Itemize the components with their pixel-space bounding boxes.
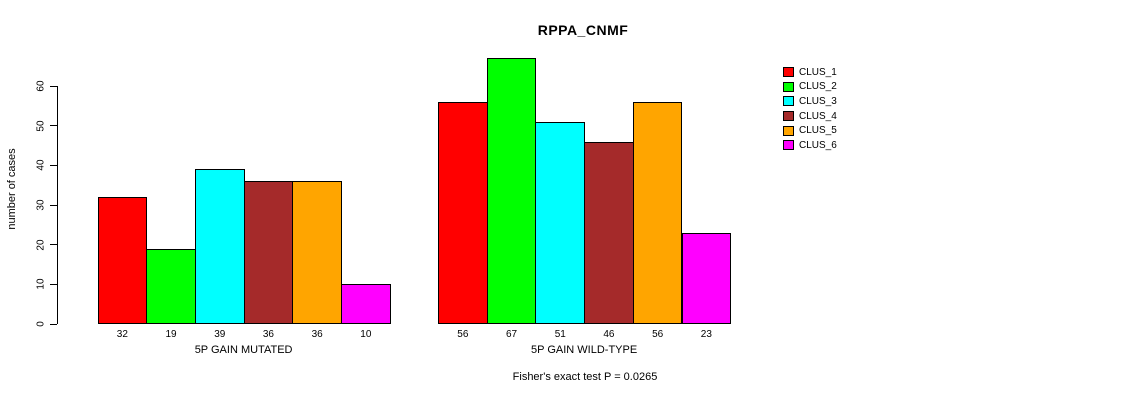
bar-clus_5-group1 bbox=[292, 181, 342, 324]
bar-value-label: 46 bbox=[603, 329, 615, 340]
legend-item-clus_5: CLUS_5 bbox=[783, 123, 837, 138]
legend-swatch-icon bbox=[783, 125, 794, 136]
y-axis-line bbox=[57, 86, 58, 324]
legend-swatch-icon bbox=[783, 81, 794, 92]
y-tick-label: 60 bbox=[35, 80, 47, 92]
bar-value-label: 36 bbox=[311, 329, 323, 340]
y-tick bbox=[50, 164, 57, 166]
bar-value-label: 19 bbox=[165, 329, 177, 340]
legend-item-clus_3: CLUS_3 bbox=[783, 94, 837, 109]
legend-label: CLUS_1 bbox=[799, 66, 837, 78]
y-tick bbox=[50, 244, 57, 246]
fisher-test-annotation: Fisher's exact test P = 0.0265 bbox=[512, 371, 658, 383]
bar-value-label: 56 bbox=[652, 329, 664, 340]
bar-clus_2-group1 bbox=[146, 248, 196, 324]
legend-item-clus_4: CLUS_4 bbox=[783, 109, 837, 124]
y-tick-label: 40 bbox=[35, 159, 47, 171]
bar-clus_2-group2 bbox=[486, 58, 537, 324]
legend-label: CLUS_2 bbox=[799, 81, 837, 93]
legend-swatch-icon bbox=[783, 67, 794, 78]
y-tick-label: 20 bbox=[35, 239, 47, 251]
bar-clus_6-group2 bbox=[681, 232, 732, 324]
y-axis-title: number of cases bbox=[6, 148, 18, 230]
y-tick-label: 10 bbox=[35, 278, 47, 290]
legend-swatch-icon bbox=[783, 111, 794, 122]
bar-clus_3-group2 bbox=[535, 121, 586, 324]
legend-label: CLUS_3 bbox=[799, 95, 837, 107]
y-tick bbox=[50, 85, 57, 87]
bar-clus_4-group1 bbox=[243, 181, 294, 324]
bar-clus_4-group2 bbox=[584, 141, 634, 324]
y-tick bbox=[50, 283, 57, 285]
bar-clus_1-group2 bbox=[438, 101, 488, 324]
legend-item-clus_2: CLUS_2 bbox=[783, 80, 837, 95]
bar-value-label: 39 bbox=[214, 329, 226, 340]
y-tick-label: 0 bbox=[35, 321, 47, 327]
bar-clus_5-group2 bbox=[632, 101, 683, 324]
legend: CLUS_1 CLUS_2 CLUS_3 CLUS_4 CLUS_5 CLUS_6 bbox=[783, 65, 837, 153]
legend-label: CLUS_5 bbox=[799, 125, 837, 137]
y-tick-label: 50 bbox=[35, 120, 47, 132]
bar-value-label: 67 bbox=[505, 329, 518, 340]
y-tick bbox=[50, 323, 57, 325]
bar-clus_3-group1 bbox=[194, 169, 245, 324]
bar-value-label: 56 bbox=[457, 329, 469, 340]
x-category-label: 5P GAIN MUTATED bbox=[194, 344, 293, 356]
y-tick bbox=[50, 204, 57, 206]
bar-value-label: 51 bbox=[554, 329, 566, 340]
bar-clus_1-group1 bbox=[97, 197, 148, 324]
bar-value-label: 23 bbox=[700, 329, 712, 340]
bar-value-label: 36 bbox=[262, 329, 274, 340]
legend-label: CLUS_6 bbox=[799, 139, 837, 151]
legend-swatch-icon bbox=[783, 96, 794, 107]
legend-item-clus_1: CLUS_1 bbox=[783, 65, 837, 80]
y-tick bbox=[50, 125, 57, 127]
legend-item-clus_6: CLUS_6 bbox=[783, 138, 837, 153]
bar-clus_6-group1 bbox=[341, 284, 391, 324]
chart-title: RPPA_CNMF bbox=[537, 22, 629, 38]
bar-value-label: 10 bbox=[360, 329, 372, 340]
bar-value-label: 32 bbox=[116, 329, 128, 340]
x-category-label: 5P GAIN WILD-TYPE bbox=[531, 344, 638, 356]
legend-swatch-icon bbox=[783, 140, 794, 151]
legend-label: CLUS_4 bbox=[799, 110, 837, 122]
y-tick-label: 30 bbox=[35, 199, 47, 211]
